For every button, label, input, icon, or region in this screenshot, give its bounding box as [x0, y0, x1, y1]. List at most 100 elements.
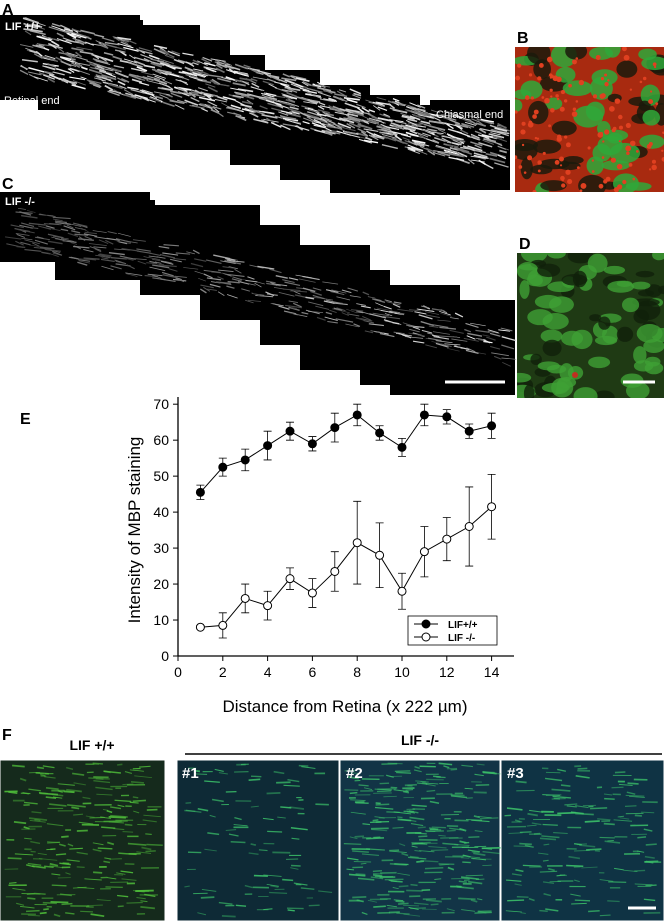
- fiber: [317, 121, 327, 128]
- fiber: [306, 116, 316, 122]
- fiber: [429, 115, 441, 122]
- fiber: [303, 101, 317, 105]
- fiber: [19, 777, 27, 782]
- fiber: [75, 32, 90, 39]
- fiber: [403, 913, 421, 917]
- fiber: [466, 114, 479, 119]
- fiber: [17, 229, 35, 234]
- fiber: [204, 780, 220, 783]
- fiber: [154, 261, 162, 264]
- fiber: [29, 244, 45, 248]
- fiber: [366, 837, 385, 840]
- fiber: [368, 134, 379, 141]
- fiber: [107, 841, 115, 846]
- fiber: [240, 103, 252, 108]
- fiber: [290, 83, 301, 89]
- speck: [549, 76, 553, 79]
- fiber: [604, 797, 615, 800]
- fiber: [329, 309, 337, 313]
- fiber: [643, 898, 656, 902]
- fiber: [25, 17, 36, 23]
- cell: [604, 47, 621, 58]
- fiber: [307, 88, 323, 93]
- fiber: [76, 46, 93, 51]
- fiber: [446, 829, 456, 832]
- fiber: [48, 26, 62, 32]
- speck: [528, 73, 533, 77]
- fiber: [184, 66, 194, 72]
- speck: [575, 100, 579, 103]
- fiber: [401, 115, 415, 120]
- fiber: [248, 108, 260, 112]
- fiber: [73, 245, 90, 249]
- fiber: [93, 246, 107, 249]
- marker: [285, 574, 295, 584]
- fiber: [76, 851, 88, 855]
- fiber: [194, 258, 207, 262]
- fiber: [115, 46, 127, 51]
- fiber: [250, 805, 259, 808]
- fiber: [328, 98, 338, 103]
- fiber: [428, 325, 439, 328]
- fiber: [414, 850, 422, 852]
- fiber: [400, 140, 408, 145]
- fiber: [107, 83, 123, 90]
- fiber: [452, 114, 463, 118]
- fiber: [117, 763, 123, 766]
- fiber: [368, 101, 385, 107]
- fiber: [317, 86, 332, 92]
- fiber: [103, 57, 114, 63]
- fiber: [280, 124, 291, 131]
- fiber: [115, 71, 129, 79]
- fiber: [314, 83, 331, 88]
- fiber: [317, 105, 325, 110]
- panel-label: F: [2, 727, 12, 744]
- fiber: [215, 67, 225, 74]
- fiber: [36, 35, 52, 42]
- fiber: [624, 805, 637, 807]
- fiber: [444, 343, 461, 346]
- fiber: [156, 256, 166, 259]
- fiber: [281, 115, 297, 121]
- fiber: [410, 110, 427, 117]
- fiber: [373, 105, 381, 111]
- fiber: [262, 817, 274, 821]
- fiber: [197, 60, 208, 66]
- speck: [602, 140, 605, 143]
- fiber: [129, 54, 136, 60]
- speck: [653, 65, 657, 69]
- fiber: [574, 843, 582, 846]
- panel-label: C: [2, 176, 14, 193]
- fiber: [259, 105, 268, 110]
- fiber: [473, 815, 481, 819]
- speck: [622, 179, 627, 185]
- fiber: [29, 29, 46, 36]
- fiber: [151, 274, 162, 279]
- fiber: [480, 118, 495, 123]
- fiber: [439, 863, 450, 866]
- fiber: [94, 236, 107, 240]
- fiber: [24, 30, 32, 36]
- fiber: [12, 887, 26, 891]
- fiber: [392, 826, 404, 829]
- fiber: [248, 112, 259, 118]
- fiber: [482, 772, 502, 775]
- fiber: [362, 291, 370, 296]
- fiber: [414, 311, 427, 315]
- cell: [523, 384, 535, 398]
- fiber: [42, 55, 59, 63]
- fiber: [210, 108, 220, 114]
- fiber: [28, 28, 43, 33]
- fiber: [643, 828, 653, 832]
- fiber: [20, 44, 34, 48]
- fiber: [115, 238, 132, 243]
- fiber: [184, 90, 192, 96]
- fiber: [201, 58, 211, 64]
- fiber: [557, 811, 576, 815]
- fiber: [83, 257, 100, 260]
- fiber: [65, 912, 75, 915]
- fiber: [86, 60, 100, 66]
- cell: [562, 80, 593, 96]
- fiber: [177, 59, 194, 65]
- fiber: [215, 64, 223, 70]
